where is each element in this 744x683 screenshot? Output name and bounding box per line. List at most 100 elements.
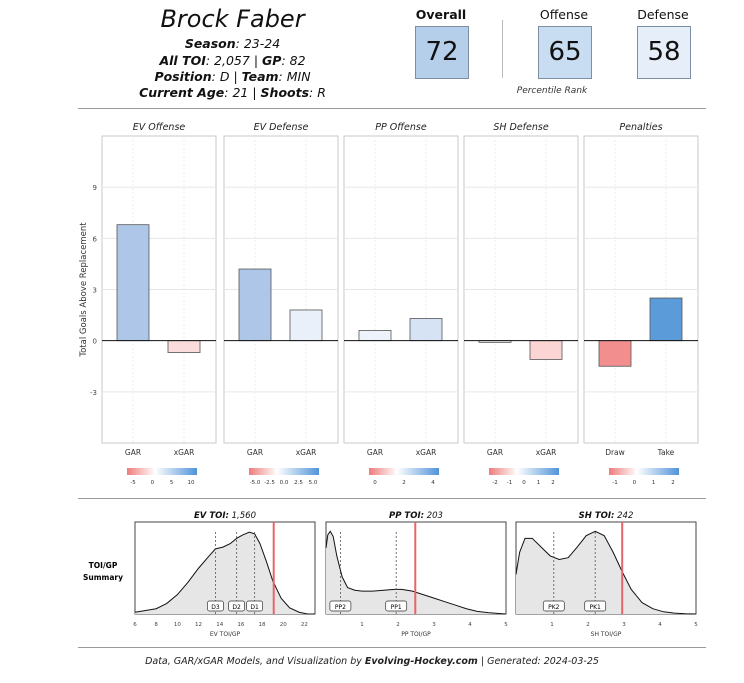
x-tick-label: 3 (432, 622, 436, 628)
gar-panel: SH Defense GAR xGAR -2 -1 0 1 2 (463, 122, 579, 486)
legend-tick-label: 5 (170, 480, 174, 486)
density-line (325, 530, 507, 615)
bar-take (649, 297, 683, 342)
x-tick-label: GAR (367, 448, 383, 457)
legend-tick-label: 2 (551, 480, 555, 486)
x-tick-label: 10 (174, 622, 181, 628)
toi-summary-label-line2: Summary (83, 573, 123, 582)
panel-title: SH Defense (493, 122, 549, 133)
x-tick-label: xGAR (174, 448, 195, 457)
season-value: 23-24 (243, 36, 281, 51)
panel-title: EV Offense (133, 122, 186, 133)
toi-title-value: 242 (614, 511, 633, 521)
legend-tick-label: -2.5 (264, 480, 275, 486)
density-line (515, 530, 697, 615)
color-legend-bar (249, 468, 319, 475)
footer-credit: Data, GAR/xGAR Models, and Visualization… (0, 656, 744, 667)
toi-panel: PK2 PK1 SH TOI: 242 1 2 3 4 5 SH TOI/GP (515, 511, 698, 638)
shoots-label: Shoots (260, 85, 310, 100)
toi-panel-title: EV TOI: 1,560 (194, 511, 256, 521)
x-tick-label: 2 (396, 622, 400, 628)
x-tick-label: GAR (487, 448, 503, 457)
x-tick-label: 6 (133, 622, 137, 628)
x-tick-label: 4 (468, 622, 472, 628)
season-line: Season: 23-24 (184, 36, 281, 51)
quantile-badge (542, 600, 565, 612)
toi-panel: PP2 PP1 PP TOI: 203 1 2 3 4 5 PP TOI/GP (325, 511, 508, 638)
x-axis-label: PP TOI/GP (401, 631, 431, 638)
panel-title: PP Offense (375, 122, 427, 133)
legend-tick-label: 0 (373, 480, 377, 486)
quantile-badge (584, 600, 607, 612)
quantile-badge (329, 600, 352, 612)
footer-suffix: | Generated: 2024-03-25 (480, 656, 599, 667)
bar-xgar (289, 309, 323, 342)
bar-gar (358, 330, 392, 342)
x-axis-label: EV TOI/GP (210, 631, 241, 638)
legend-tick-label: 0 (522, 480, 526, 486)
y-tick-label: -3 (90, 389, 97, 397)
density-line (134, 531, 315, 615)
gar-panel: EV Offense GAR xGAR -5 0 5 10 (101, 122, 217, 486)
color-legend-bar (127, 468, 197, 475)
legend-tick-label: 0 (151, 480, 155, 486)
y-tick-label: 3 (93, 287, 97, 295)
legend-tick-label: 5.0 (309, 480, 318, 486)
x-tick-label: 5 (504, 622, 508, 628)
rank-divider (502, 20, 503, 78)
color-legend-bar (489, 468, 559, 475)
x-tick-label: 20 (280, 622, 287, 628)
defense-label: Defense (637, 7, 689, 22)
x-tick-label: 16 (237, 622, 244, 628)
density-area (326, 531, 506, 614)
x-tick-label: 18 (259, 622, 266, 628)
legend-tick-label: -5.0 (250, 480, 261, 486)
color-legend-bar (369, 468, 439, 475)
y-tick-label: 9 (93, 184, 97, 192)
quantile-label: D3 (211, 604, 220, 611)
x-tick-label: 22 (301, 622, 308, 628)
toi-title-label: PP TOI: (389, 511, 424, 521)
bar-xgar (409, 318, 443, 342)
legend-tick-label: 10 (188, 480, 195, 486)
density-area (516, 531, 696, 614)
offense-label: Offense (539, 7, 589, 22)
gp-label: GP (262, 53, 282, 68)
y-tick-label: 6 (93, 235, 98, 243)
x-tick-label: 2 (586, 622, 590, 628)
gp-value: 82 (289, 53, 306, 68)
toi-panel-title: SH TOI: 242 (579, 511, 634, 521)
bar-xgar (529, 340, 563, 360)
toi-panel-title: PP TOI: 203 (389, 511, 443, 521)
quantile-badge (385, 600, 408, 612)
legend-tick-label: 1 (537, 480, 541, 486)
x-tick-label: 1 (550, 622, 554, 628)
y-axis-label: Total Goals Above Replacement (79, 222, 89, 358)
quantile-badge (207, 600, 224, 612)
toi-title-value: 1,560 (229, 511, 256, 521)
legend-tick-label: 2 (671, 480, 675, 486)
position-line: Position: D | Team: MIN (154, 69, 311, 84)
x-tick-label: xGAR (536, 448, 557, 457)
legend-tick-label: -1 (612, 480, 617, 486)
legend-tick-label: 2.5 (294, 480, 303, 486)
offense-rank-box: 65 (538, 26, 592, 79)
footer-brand: Evolving-Hockey.com (364, 656, 478, 667)
quantile-label: PK2 (548, 604, 560, 611)
quantile-label: PP2 (335, 604, 346, 611)
footer-prefix: Data, GAR/xGAR Models, and Visualization… (145, 656, 362, 667)
panel-title: EV Defense (254, 122, 309, 133)
legend-tick-label: 4 (431, 480, 435, 486)
x-tick-label: 8 (154, 622, 158, 628)
percentile-rank-label: Percentile Rank (516, 86, 588, 96)
bar-gar (116, 224, 150, 342)
overall-label: Overall (415, 7, 467, 22)
shoots-value: R (317, 85, 326, 100)
toi-title-value: 203 (424, 511, 443, 521)
gar-panel: PP Offense GAR xGAR 0 2 4 (343, 122, 459, 486)
x-axis-label: SH TOI/GP (591, 631, 622, 638)
panel-title: Penalties (619, 122, 662, 133)
footer-divider (78, 647, 706, 648)
age-label: Current Age (139, 85, 225, 100)
